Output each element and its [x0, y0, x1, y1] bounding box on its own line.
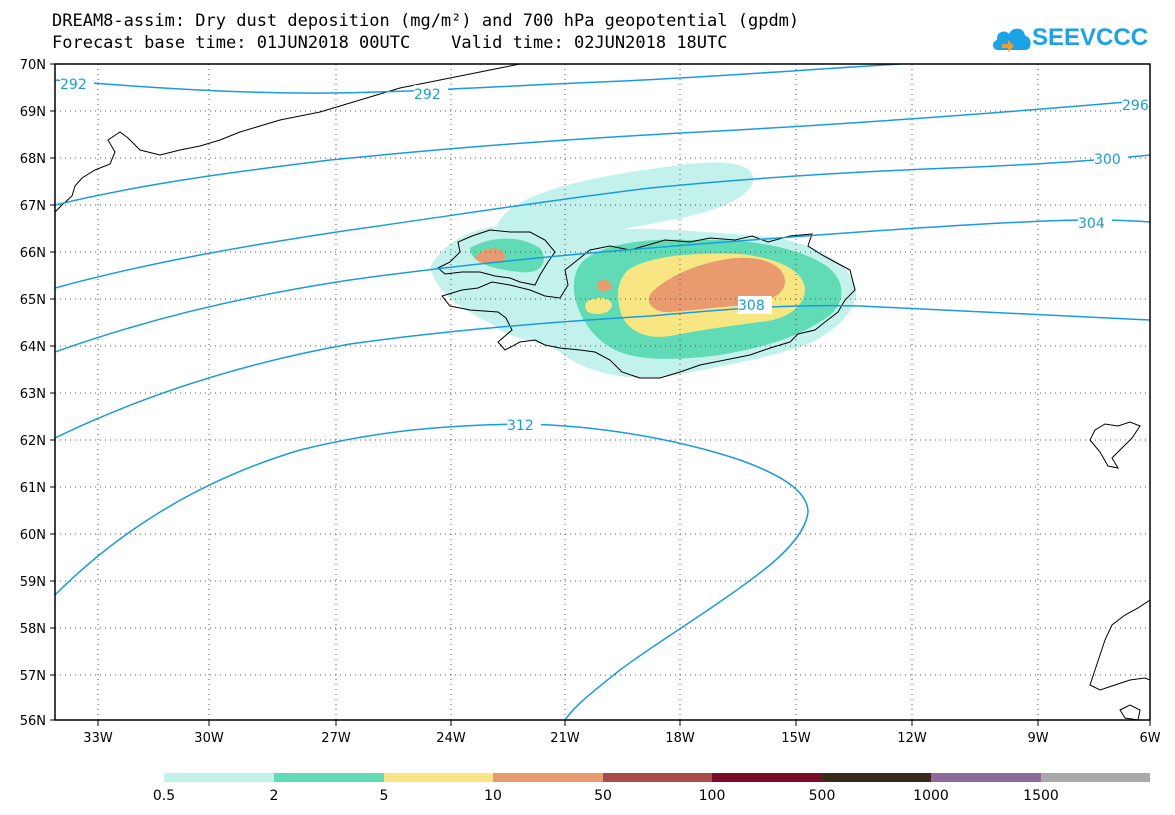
contour-296 — [55, 99, 1150, 206]
logo-text: SEEVCCC — [1032, 24, 1149, 51]
colorbar-label: 0.5 — [153, 788, 175, 804]
contour-label-292-b: 292 — [414, 87, 441, 103]
contour-label-300: 300 — [1094, 152, 1121, 168]
cloud-icon — [992, 28, 1031, 52]
lon-label: 18W — [665, 731, 695, 746]
axis-ticks — [50, 63, 1151, 726]
colorbar-label: 100 — [699, 788, 726, 804]
lon-label: 27W — [321, 731, 351, 746]
latitude-labels: 70N 69N 68N 67N 66N 65N 64N 63N 62N 61N … — [20, 58, 46, 729]
colorbar-segment — [1041, 773, 1150, 782]
colorbar-segment — [493, 773, 603, 782]
lat-label: 59N — [20, 575, 46, 590]
colorbar-label: 2 — [270, 788, 279, 804]
contour-304 — [55, 219, 1150, 353]
lon-label: 33W — [83, 731, 113, 746]
contour-label-308: 308 — [738, 298, 765, 314]
colorbar-labels: 0.5 2 5 10 50 100 500 1000 1500 — [153, 788, 1059, 804]
contour-label-296: 296 — [1122, 98, 1149, 114]
map-title: DREAM8-assim: Dry dust deposition (mg/m²… — [52, 11, 800, 31]
geopotential-contours — [55, 64, 1150, 720]
lat-label: 58N — [20, 622, 46, 637]
lat-label: 63N — [20, 387, 46, 402]
lon-label: 6W — [1139, 731, 1160, 746]
map-frame — [54, 63, 1151, 721]
scotland-coast — [1089, 599, 1150, 691]
colorbar-label: 50 — [594, 788, 612, 804]
lon-label: 24W — [436, 731, 466, 746]
lat-label: 65N — [20, 293, 46, 308]
lat-label: 70N — [20, 58, 46, 73]
colorbar-segment — [822, 773, 931, 782]
lon-label: 9W — [1027, 731, 1048, 746]
lon-label: 21W — [550, 731, 580, 746]
contour-label-292-a: 292 — [60, 77, 87, 93]
lon-label: 15W — [781, 731, 811, 746]
colorbar-segment — [712, 773, 822, 782]
colorbar-label: 10 — [484, 788, 502, 804]
lat-label: 68N — [20, 152, 46, 167]
colorbar-label: 5 — [380, 788, 389, 804]
colorbar-label: 1500 — [1023, 788, 1059, 804]
seevccc-logo: SEEVCCC — [990, 20, 1148, 60]
lat-label: 69N — [20, 105, 46, 120]
lat-label: 62N — [20, 434, 46, 449]
lat-label: 57N — [20, 669, 46, 684]
lat-label: 56N — [20, 714, 46, 729]
lon-label: 30W — [194, 731, 224, 746]
lat-label: 66N — [20, 246, 46, 261]
contour-labels: 292 292 296 300 304 308 312 — [60, 75, 1150, 434]
contour-label-312: 312 — [507, 418, 534, 434]
contour-label-304: 304 — [1078, 216, 1105, 232]
contour-308 — [55, 304, 1150, 439]
coastlines — [55, 64, 1150, 720]
colorbar-segment — [274, 773, 384, 782]
colorbar-label: 1000 — [913, 788, 949, 804]
colorbar-segment — [384, 773, 493, 782]
lat-label: 67N — [20, 199, 46, 214]
iceland-coast — [441, 233, 856, 379]
colorbar — [164, 773, 1150, 782]
map-subtitle: Forecast base time: 01JUN2018 00UTC Vali… — [52, 33, 728, 53]
contour-300 — [55, 154, 1150, 289]
lat-label: 64N — [20, 340, 46, 355]
contour-292 — [55, 64, 901, 94]
colorbar-segment — [931, 773, 1041, 782]
lat-label: 60N — [20, 528, 46, 543]
dust-deposition-field — [430, 162, 857, 379]
shetland-coast — [1119, 704, 1141, 720]
contour-312 — [55, 423, 809, 720]
lon-label: 12W — [897, 731, 927, 746]
graticule — [55, 64, 1150, 720]
greenland-coast — [55, 64, 521, 213]
longitude-labels: 33W 30W 27W 24W 21W 18W 15W 12W 9W 6W — [83, 731, 1160, 746]
faroe-coast — [1089, 421, 1141, 469]
colorbar-label: 500 — [809, 788, 836, 804]
lat-label: 61N — [20, 481, 46, 496]
colorbar-segment — [164, 773, 274, 782]
colorbar-segment — [603, 773, 712, 782]
